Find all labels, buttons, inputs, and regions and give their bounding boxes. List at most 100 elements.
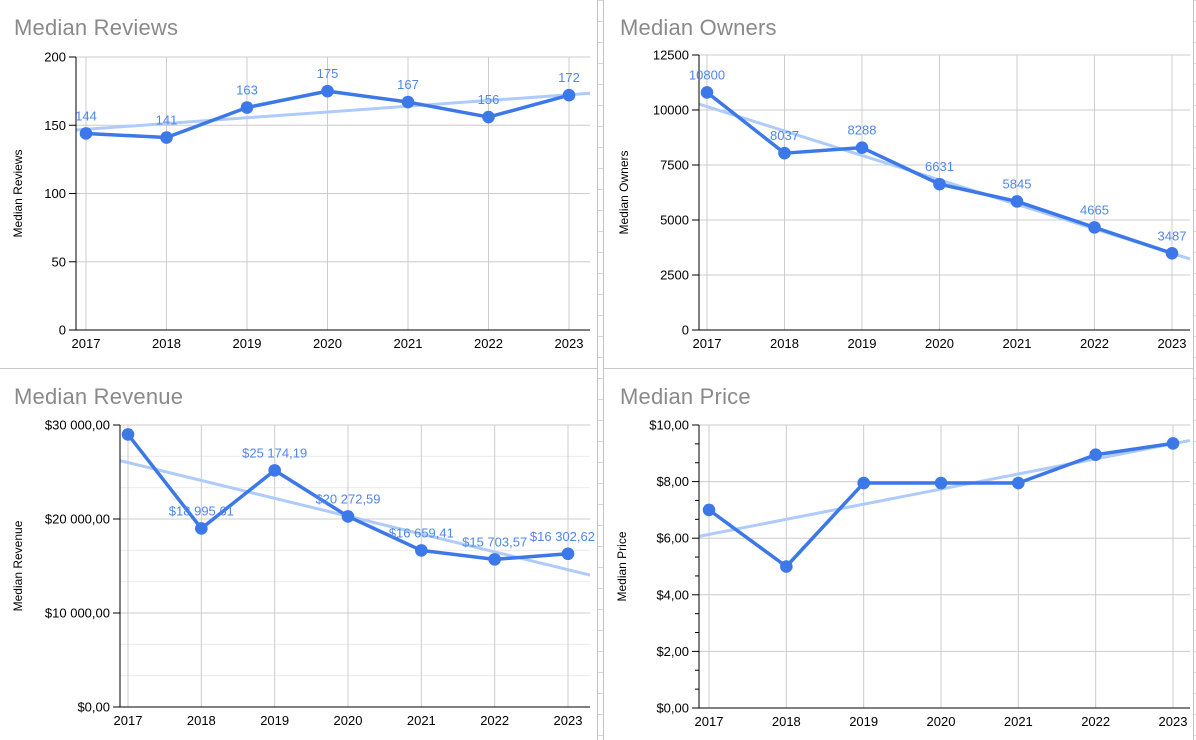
chart-median-owners[interactable]: 10800 8037 8288 6631 5845 4665 3487 0 2500 5000 75…	[604, 0, 1193, 369]
x-tick-label: 2023	[1158, 336, 1187, 351]
data-point[interactable]	[195, 522, 208, 535]
data-point[interactable]	[79, 127, 93, 140]
data-label: 175	[317, 66, 339, 81]
data-point[interactable]	[857, 476, 870, 490]
y-tick-label: $20 000,00	[45, 512, 110, 527]
x-tick-label: 2021	[1003, 336, 1032, 351]
data-point[interactable]	[780, 560, 793, 573]
data-point[interactable]	[562, 88, 576, 102]
data-point[interactable]	[160, 131, 173, 144]
data-label: 141	[156, 113, 178, 128]
data-point[interactable]	[341, 510, 355, 523]
data-point[interactable]	[702, 503, 716, 517]
data-point[interactable]	[482, 110, 495, 124]
data-label: $18 995,61	[169, 503, 234, 518]
y-tick-label: 10000	[653, 103, 689, 118]
data-point[interactable]	[700, 86, 714, 99]
chart-title: Median Reviews	[14, 15, 178, 40]
y-axis-title: Median Owners	[617, 150, 631, 234]
x-tick-label: 2022	[1080, 336, 1109, 351]
chart-median-revenue[interactable]: $18 995,61 $25 174,19 $20 272,59 $16 659,41…	[0, 369, 597, 740]
y-tick-label: 12500	[653, 48, 689, 63]
y-tick-label: 100	[44, 186, 66, 201]
y-tick-label: 5000	[660, 213, 689, 228]
x-tick-label: 2023	[555, 336, 584, 351]
x-tick-label: 2018	[152, 336, 181, 351]
chart-median-reviews[interactable]: 144 141 163 175 167 156 172 0 50 100 150 200 2017 201…	[0, 0, 597, 369]
x-tick-label: 2020	[927, 714, 956, 729]
chart-median-price[interactable]: $0,00 $2,00 $4,00 $6,00 $8,00 $10,00 2017 2018 2…	[604, 369, 1193, 740]
y-tick-label: 200	[44, 50, 66, 65]
trendline	[75, 91, 591, 132]
data-label: $16 659,41	[389, 525, 454, 540]
data-label: $20 272,59	[315, 491, 380, 506]
data-point[interactable]	[933, 177, 946, 191]
chart-median-revenue-canvas: $18 995,61 $25 174,19 $20 272,59 $16 659,41…	[11, 384, 595, 728]
data-point[interactable]	[121, 428, 135, 441]
y-tick-label: $6,00	[656, 531, 689, 546]
data-label: 167	[397, 77, 419, 92]
y-tick-label: 2500	[660, 268, 689, 283]
y-tick-label: $0,00	[656, 701, 689, 716]
chart-median-reviews-canvas: 144 141 163 175 167 156 172 0 50 100 150 200 2017 201…	[11, 15, 591, 351]
data-label: 4665	[1080, 202, 1109, 217]
x-tick-label: 2018	[187, 713, 216, 728]
y-tick-label: $4,00	[656, 587, 689, 602]
sheet-column-divider	[597, 0, 604, 740]
x-tick-label: 2019	[233, 336, 262, 351]
data-label: 172	[558, 70, 580, 85]
chart-median-price-canvas: $0,00 $2,00 $4,00 $6,00 $8,00 $10,00 2017 2018 2…	[615, 384, 1191, 729]
data-label: 8037	[770, 128, 799, 143]
data-point[interactable]	[488, 553, 501, 566]
data-point[interactable]	[401, 95, 415, 109]
x-tick-label: 2020	[334, 713, 363, 728]
x-tick-label: 2021	[1004, 714, 1033, 729]
y-tick-label: $30 000,00	[45, 418, 110, 433]
data-point[interactable]	[415, 544, 428, 557]
trendline	[698, 438, 1191, 538]
data-label: $16 302,62	[530, 529, 595, 544]
y-tick-label: $2,00	[656, 644, 689, 659]
data-point[interactable]	[321, 84, 334, 98]
data-point[interactable]	[240, 101, 254, 114]
x-tick-label: 2021	[407, 713, 436, 728]
y-tick-label: 50	[52, 254, 66, 269]
data-point[interactable]	[1089, 448, 1102, 462]
x-tick-label: 2023	[554, 713, 583, 728]
x-tick-label: 2017	[114, 713, 143, 728]
chart-title: Median Price	[620, 384, 751, 409]
y-tick-label: $10 000,00	[45, 606, 110, 621]
x-tick-label: 2019	[260, 713, 289, 728]
data-point[interactable]	[934, 476, 948, 490]
data-point[interactable]	[1012, 476, 1025, 490]
data-label: $15 703,57	[462, 534, 527, 549]
data-label: 5845	[1003, 176, 1032, 191]
x-tick-label: 2023	[1159, 714, 1188, 729]
y-tick-label: 0	[682, 323, 689, 338]
data-label: 144	[75, 108, 97, 123]
x-tick-label: 2022	[474, 336, 503, 351]
data-point[interactable]	[268, 464, 281, 477]
y-axis-title: Median Price	[615, 531, 629, 601]
y-axis-title: Median Revenue	[11, 520, 25, 611]
x-tick-label: 2019	[848, 336, 877, 351]
y-axis-title: Median Reviews	[11, 149, 25, 237]
data-label: $25 174,19	[242, 445, 307, 460]
x-tick-label: 2017	[693, 336, 722, 351]
data-point[interactable]	[561, 547, 575, 561]
data-point[interactable]	[855, 141, 869, 154]
data-point[interactable]	[1088, 221, 1101, 234]
data-point[interactable]	[1010, 195, 1024, 208]
data-label: 6631	[925, 159, 954, 174]
data-point[interactable]	[778, 146, 791, 160]
y-tick-label: $8,00	[656, 474, 689, 489]
data-point[interactable]	[1166, 437, 1180, 450]
data-point[interactable]	[1165, 246, 1179, 260]
data-label: 156	[478, 92, 500, 107]
data-label: 10800	[689, 67, 725, 82]
x-tick-label: 2022	[480, 713, 509, 728]
chart-median-owners-canvas: 10800 8037 8288 6631 5845 4665 3487 0 2500 5000 75…	[617, 15, 1191, 351]
y-tick-label: 7500	[660, 158, 689, 173]
y-tick-label: 150	[44, 118, 66, 133]
